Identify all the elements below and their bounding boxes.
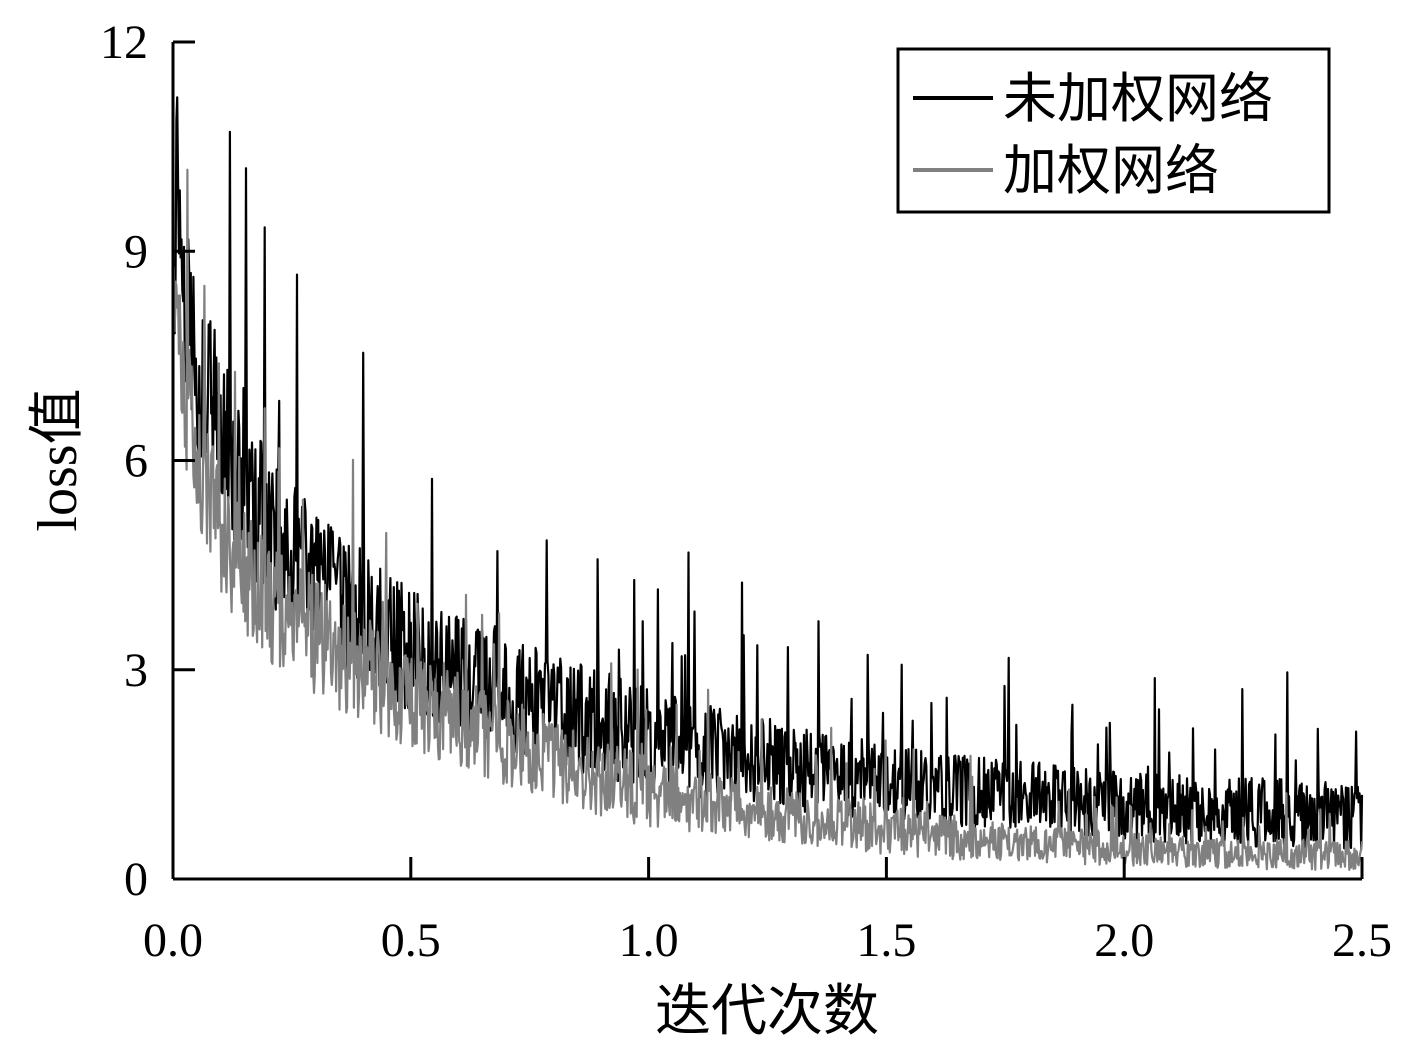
series-layer <box>171 96 1364 871</box>
x-tick-label: 2.5 <box>1332 914 1392 967</box>
legend-label-unweighted: 未加权网络 <box>1003 69 1273 129</box>
x-tick-label: 0.5 <box>381 914 441 967</box>
x-tick-label: 1.5 <box>856 914 916 967</box>
x-tick-label: 1.0 <box>619 914 679 967</box>
x-tick-label: 2.0 <box>1094 914 1154 967</box>
legend-box <box>896 47 1331 214</box>
series-line-unweighted <box>171 96 1364 852</box>
series-line-weighted <box>171 168 1364 871</box>
x-axis-title: 迭代次数 <box>655 981 879 1043</box>
x-tick-label: 0.0 <box>143 914 203 967</box>
legend: 未加权网络 加权网络 <box>896 47 1331 214</box>
legend-label-weighted: 加权网络 <box>1003 141 1219 201</box>
ticks-layer: 0.0 0.5 1.0 1.5 2.0 2.5 0 3 6 9 12 <box>100 16 1392 967</box>
y-axis-title: loss值 <box>27 388 89 531</box>
y-tick-label: 12 <box>100 16 148 69</box>
y-tick-label: 9 <box>124 225 148 278</box>
y-tick-label: 0 <box>124 853 148 906</box>
y-tick-label: 3 <box>124 644 148 697</box>
y-tick-label: 6 <box>124 435 148 488</box>
